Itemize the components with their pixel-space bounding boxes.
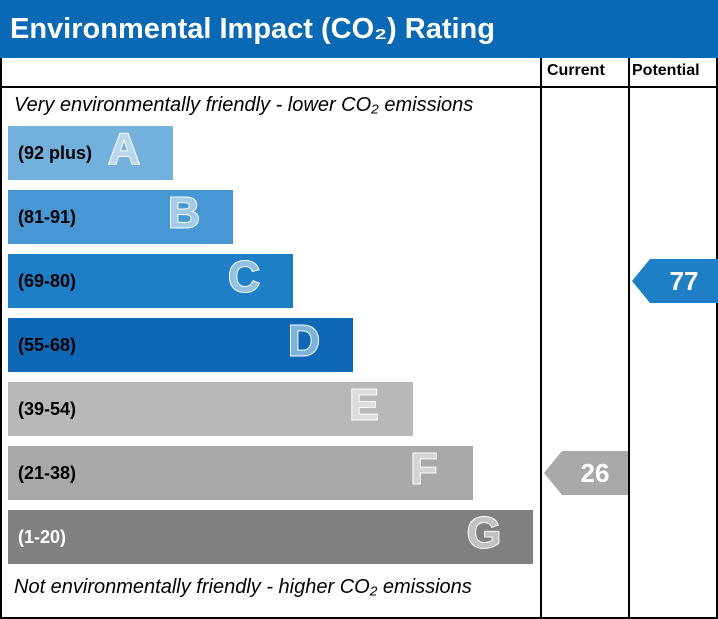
column-divider-2 [628, 58, 630, 617]
svg-text:E: E [349, 382, 378, 430]
title-bar: Environmental Impact (CO₂) Rating [0, 0, 718, 58]
band-letter: C [219, 254, 269, 309]
svg-text:A: A [108, 126, 140, 174]
band-letter: B [159, 190, 209, 245]
rating-band-a: (92 plus)A [8, 126, 173, 180]
caption-bottom: Not environmentally friendly - higher CO… [14, 576, 472, 599]
band-letter: F [399, 446, 449, 501]
svg-text:C: C [228, 254, 260, 302]
header-row: Current Potential [2, 58, 716, 88]
chart-area: Current Potential Very environmentally f… [0, 58, 718, 619]
svg-text:B: B [168, 190, 200, 238]
pointer-arrow-icon [544, 451, 562, 495]
column-divider-1 [540, 58, 542, 617]
rating-chart: Environmental Impact (CO₂) Rating Curren… [0, 0, 718, 619]
potential-pointer: 77 [632, 259, 718, 303]
rating-band-g: (1-20)G [8, 510, 533, 564]
caption-top: Very environmentally friendly - lower CO… [14, 94, 473, 117]
chart-title: Environmental Impact (CO₂) Rating [10, 13, 495, 46]
current-pointer: 26 [544, 451, 628, 495]
rating-band-d: (55-68)D [8, 318, 353, 372]
band-letter: A [99, 126, 149, 181]
potential-value: 77 [650, 259, 718, 303]
band-letter: E [339, 382, 389, 437]
current-value: 26 [562, 451, 628, 495]
svg-text:D: D [288, 318, 320, 366]
rating-band-e: (39-54)E [8, 382, 413, 436]
band-range-label: (1-20) [8, 510, 533, 564]
rating-band-c: (69-80)C [8, 254, 293, 308]
rating-band-b: (81-91)B [8, 190, 233, 244]
rating-band-f: (21-38)F [8, 446, 473, 500]
pointer-arrow-icon [632, 259, 650, 303]
band-letter: D [279, 318, 329, 373]
svg-text:G: G [467, 510, 501, 558]
header-potential: Potential [632, 62, 700, 80]
svg-text:F: F [411, 446, 438, 494]
band-letter: G [459, 510, 509, 565]
header-current: Current [547, 62, 605, 80]
